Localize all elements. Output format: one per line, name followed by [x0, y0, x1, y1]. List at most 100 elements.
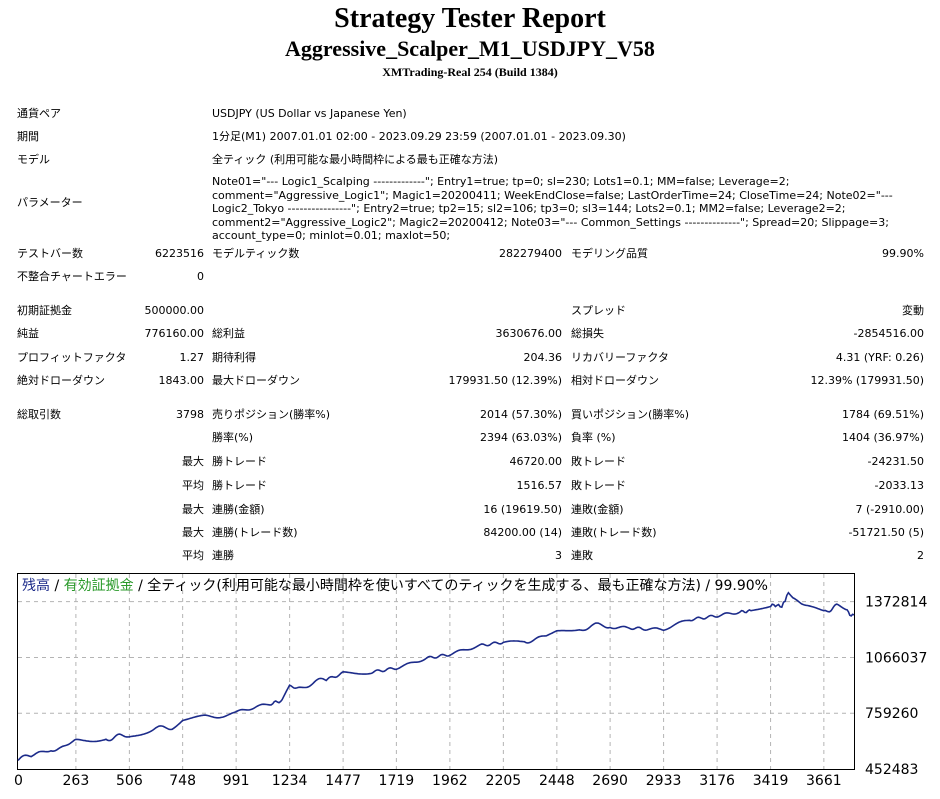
- chart-legend: 残高 / 有効証拠金 / 全ティック(利用可能な最小時間枠を使いすべてのティック…: [22, 576, 768, 596]
- lossrate-value: 1404 (36.97%): [841, 431, 924, 444]
- net-value: 776160.00: [144, 327, 205, 340]
- y-tick-label: 1066037: [865, 650, 927, 666]
- avg-win-value: 1516.57: [516, 479, 563, 492]
- avg-label: 平均: [182, 479, 204, 492]
- avg-label: 平均: [182, 549, 204, 562]
- quality-label: モデリング品質: [571, 247, 648, 260]
- rf-label: リカバリーファクタ: [571, 351, 669, 364]
- model-label: モデル: [17, 153, 50, 166]
- cons-losses-label: 連敗(金額): [571, 503, 624, 516]
- x-tick-label: 748: [169, 773, 196, 789]
- pair-value: USDJPY (US Dollar vs Japanese Yen): [212, 107, 407, 120]
- avg-loss-label: 敗トレード: [571, 479, 626, 492]
- legend-separator: /: [50, 578, 64, 594]
- winrate-value: 2394 (63.03%): [479, 431, 562, 444]
- x-tick-label: 3176: [699, 773, 735, 789]
- cons-loss-label: 連敗(トレード数): [571, 526, 657, 539]
- legend-equity: 有効証拠金: [63, 578, 134, 594]
- gross-profit-value: 3630676.00: [495, 327, 562, 340]
- avg-cons-losses-label: 連敗: [571, 549, 593, 562]
- short-label: 売りポジション(勝率%): [212, 408, 331, 421]
- ticks-label: モデルティック数: [212, 247, 300, 260]
- max-dd-label: 最大ドローダウン: [212, 374, 300, 387]
- cons-wins-label: 連勝(金額): [212, 503, 265, 516]
- deposit-value: 500000.00: [144, 304, 205, 317]
- x-tick-label: 2205: [486, 773, 522, 789]
- x-tick-label: 0: [14, 773, 23, 789]
- largest-loss-label: 敗トレード: [571, 455, 626, 468]
- trades-value: 3798: [176, 408, 204, 421]
- balance-chart-frame: [17, 573, 855, 770]
- max-dd-value: 179931.50 (12.39%): [448, 374, 562, 387]
- x-tick-label: 3419: [753, 773, 789, 789]
- largest-win-label: 勝トレード: [212, 455, 267, 468]
- largest-win-value: 46720.00: [509, 455, 563, 468]
- lossrate-label: 負率 (%): [571, 431, 616, 444]
- payoff-value: 204.36: [523, 351, 563, 364]
- trades-label: 総取引数: [17, 408, 61, 421]
- mismatch-label: 不整合チャートエラー: [17, 270, 127, 283]
- cons-loss-value: -51721.50 (5): [848, 526, 924, 539]
- pair-label: 通貨ペア: [17, 107, 61, 120]
- x-tick-label: 1477: [325, 773, 361, 789]
- max-label: 最大: [182, 455, 204, 468]
- short-value: 2014 (57.30%): [479, 408, 562, 421]
- rf-value: 4.31 (YRF: 0.26): [835, 351, 924, 364]
- y-tick-label: 452483: [865, 762, 918, 778]
- x-tick-label: 506: [116, 773, 143, 789]
- net-label: 純益: [17, 327, 39, 340]
- abs-dd-value: 1843.00: [158, 374, 205, 387]
- period-value: 1分足(M1) 2007.01.01 02:00 - 2023.09.29 23…: [212, 130, 626, 143]
- bars-value: 6223516: [155, 247, 204, 260]
- x-tick-label: 2690: [592, 773, 628, 789]
- x-tick-label: 2933: [646, 773, 682, 789]
- cons-wins-value: 16 (19619.50): [483, 503, 562, 516]
- balance-line: [17, 591, 855, 761]
- legend-balance: 残高: [22, 578, 50, 594]
- x-tick-label: 991: [223, 773, 250, 789]
- cons-profit-label: 連勝(トレード数): [212, 526, 298, 539]
- params-label: パラメーター: [17, 196, 83, 209]
- gross-loss-label: 総損失: [571, 327, 604, 340]
- ticks-value: 282279400: [499, 247, 562, 260]
- report-title: Strategy Tester Report: [334, 3, 606, 34]
- model-value: 全ティック (利用可能な最小時間枠による最も正確な方法): [212, 153, 499, 166]
- y-tick-label: 759260: [865, 706, 918, 722]
- spread-value: 変動: [902, 304, 924, 317]
- quality-value: 99.90%: [882, 247, 924, 260]
- bars-label: テストバー数: [17, 247, 83, 260]
- y-tick-label: 1372814: [865, 595, 927, 611]
- cons-profit-value: 84200.00 (14): [483, 526, 562, 539]
- long-value: 1784 (69.51%): [841, 408, 924, 421]
- avg-cons-wins-value: 3: [555, 549, 562, 562]
- pf-value: 1.27: [179, 351, 205, 364]
- x-tick-label: 3661: [806, 773, 842, 789]
- x-tick-label: 1234: [272, 773, 308, 789]
- x-tick-label: 2448: [539, 773, 575, 789]
- avg-loss-value: -2033.13: [874, 479, 924, 492]
- gross-loss-value: -2854516.00: [853, 327, 924, 340]
- rel-dd-value: 12.39% (179931.50): [810, 374, 924, 387]
- x-tick-label: 1719: [379, 773, 415, 789]
- legend-description: / 全ティック(利用可能な最小時間枠を使いすべてのティックを生成する、最も正確な…: [133, 578, 768, 594]
- period-label: 期間: [17, 130, 39, 143]
- long-label: 買いポジション(勝率%): [571, 408, 690, 421]
- mismatch-value: 0: [197, 270, 204, 283]
- cons-losses-value: 7 (-2910.00): [855, 503, 924, 516]
- deposit-label: 初期証拠金: [17, 304, 72, 317]
- avg-cons-wins-label: 連勝: [212, 549, 234, 562]
- gross-profit-label: 総利益: [212, 327, 245, 340]
- pf-label: プロフィットファクタ: [17, 351, 127, 364]
- expert-name: Aggressive_Scalper_M1_USDJPY_V58: [285, 36, 655, 61]
- params-value: Note01="--- Logic1_Scalping ------------…: [212, 175, 893, 242]
- x-tick-label: 1962: [432, 773, 468, 789]
- winrate-label: 勝率(%): [212, 431, 254, 444]
- spread-label: スプレッド: [571, 304, 626, 317]
- avg-win-label: 勝トレード: [212, 479, 267, 492]
- server-build: XMTrading-Real 254 (Build 1384): [382, 65, 558, 79]
- max-label: 最大: [182, 503, 204, 516]
- max-label: 最大: [182, 526, 204, 539]
- rel-dd-label: 相対ドローダウン: [571, 374, 659, 387]
- avg-cons-losses-value: 2: [917, 549, 924, 562]
